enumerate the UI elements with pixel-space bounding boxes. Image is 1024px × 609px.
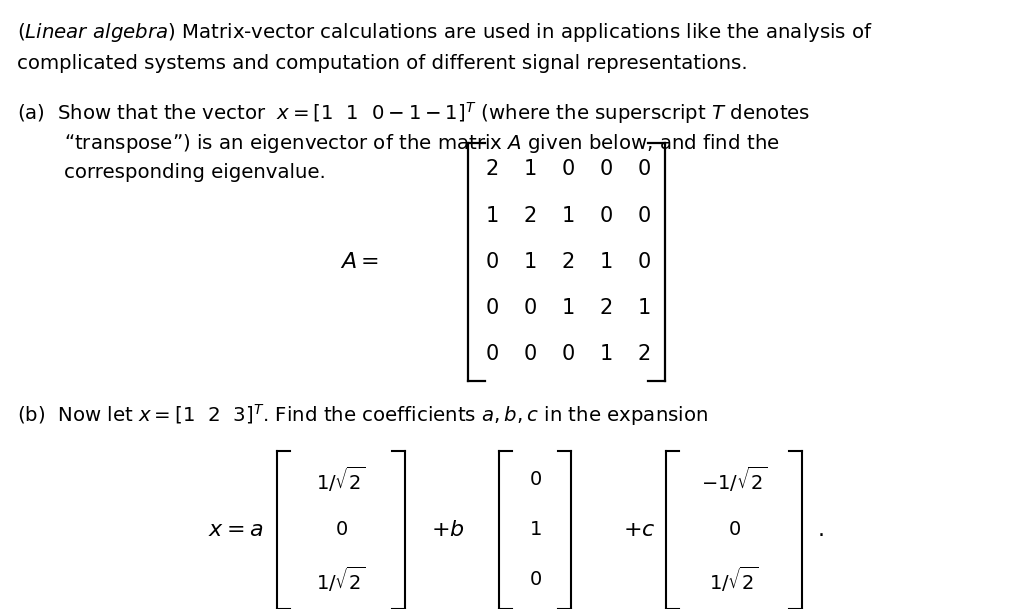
Text: 0: 0	[524, 345, 538, 364]
Text: 1: 1	[524, 252, 538, 272]
Text: 1: 1	[524, 160, 538, 179]
Text: 0: 0	[638, 252, 651, 272]
Text: 0: 0	[524, 298, 538, 318]
Text: 0: 0	[600, 206, 613, 225]
Text: $0$: $0$	[528, 570, 542, 590]
Text: 2: 2	[486, 160, 500, 179]
Text: $-1/\sqrt{2}$: $-1/\sqrt{2}$	[701, 465, 767, 495]
Text: corresponding eigenvalue.: corresponding eigenvalue.	[65, 163, 327, 181]
Text: 0: 0	[638, 160, 651, 179]
Text: 1: 1	[600, 345, 613, 364]
Text: 1: 1	[600, 252, 613, 272]
Text: “transpose”) is an eigenvector of the matrix $A$ given below, and find the: “transpose”) is an eigenvector of the ma…	[65, 132, 780, 155]
Text: 2: 2	[562, 252, 575, 272]
Text: 1: 1	[562, 206, 575, 225]
Text: 1: 1	[486, 206, 500, 225]
Text: $1/\sqrt{2}$: $1/\sqrt{2}$	[710, 565, 759, 594]
Text: 1: 1	[562, 298, 575, 318]
Text: (a)  Show that the vector  $x = [1\ \ 1\ \ 0 - 1 - 1]^{T}$ (where the superscrip: (a) Show that the vector $x = [1\ \ 1\ \…	[17, 100, 810, 126]
Text: 0: 0	[600, 160, 613, 179]
Text: 0: 0	[562, 345, 575, 364]
Text: $.$: $.$	[816, 520, 823, 540]
Text: 2: 2	[638, 345, 651, 364]
Text: (b)  Now let $x = [1\ \ 2\ \ 3]^{T}$. Find the coefficients $a, b, c$ in the exp: (b) Now let $x = [1\ \ 2\ \ 3]^{T}$. Fin…	[17, 402, 709, 428]
Text: $0$: $0$	[528, 470, 542, 490]
Text: 2: 2	[600, 298, 613, 318]
Text: ($\it{Linear\ algebra}$) Matrix-vector calculations are used in applications lik: ($\it{Linear\ algebra}$) Matrix-vector c…	[17, 21, 873, 44]
Text: $1$: $1$	[529, 520, 542, 540]
Text: $0$: $0$	[335, 520, 347, 540]
Text: 0: 0	[562, 160, 575, 179]
Text: $A = $: $A = $	[340, 252, 379, 272]
Text: $+ c$: $+ c$	[624, 520, 656, 540]
Text: 0: 0	[486, 345, 500, 364]
Text: 2: 2	[524, 206, 538, 225]
Text: 0: 0	[486, 252, 500, 272]
Text: 0: 0	[638, 206, 651, 225]
Text: complicated systems and computation of different signal representations.: complicated systems and computation of d…	[17, 54, 748, 72]
Text: $1/\sqrt{2}$: $1/\sqrt{2}$	[316, 565, 366, 594]
Text: 0: 0	[486, 298, 500, 318]
Text: $+ b$: $+ b$	[431, 520, 465, 540]
Text: $0$: $0$	[728, 520, 740, 540]
Text: $x = a$: $x = a$	[208, 520, 263, 540]
Text: 1: 1	[638, 298, 651, 318]
Text: $1/\sqrt{2}$: $1/\sqrt{2}$	[316, 465, 366, 495]
